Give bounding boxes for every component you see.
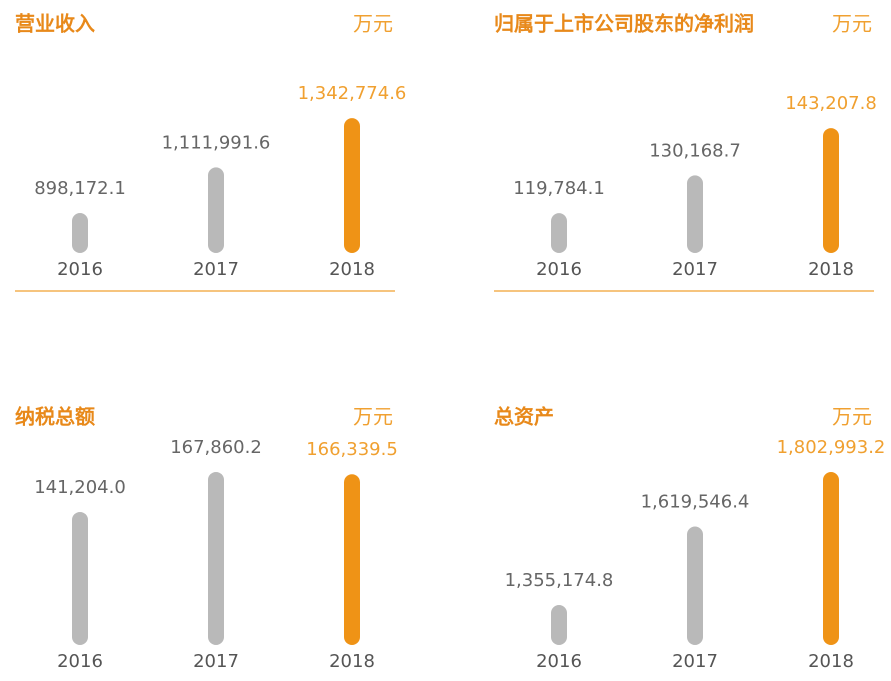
x-tick-label: 2017 <box>193 651 239 672</box>
bar <box>551 604 567 645</box>
chart-title: 归属于上市公司股东的净利润 <box>494 12 754 36</box>
bar <box>687 175 703 253</box>
x-tick-label: 2016 <box>536 259 582 280</box>
value-label: 167,860.2 <box>170 437 262 458</box>
value-label: 119,784.1 <box>513 178 605 199</box>
bar <box>208 471 224 645</box>
value-label: 1,802,993.2 <box>777 437 886 458</box>
x-tick-label: 2017 <box>193 259 239 280</box>
unit-label: 万元 <box>832 405 872 429</box>
x-tick-label: 2016 <box>57 259 103 280</box>
value-label: 1,619,546.4 <box>641 491 750 512</box>
x-tick-label: 2018 <box>808 651 854 672</box>
x-tick-label: 2017 <box>672 259 718 280</box>
x-tick-label: 2016 <box>57 651 103 672</box>
value-label: 166,339.5 <box>306 439 398 460</box>
bar <box>344 118 360 253</box>
bar <box>72 213 88 253</box>
value-label: 130,168.7 <box>649 140 741 161</box>
chart-title: 纳税总额 <box>15 405 95 429</box>
value-label: 898,172.1 <box>34 178 126 199</box>
bar <box>687 526 703 645</box>
unit-label: 万元 <box>832 12 872 36</box>
chart-title: 总资产 <box>494 405 554 429</box>
bar <box>551 213 567 253</box>
bar <box>344 474 360 645</box>
value-label: 1,111,991.6 <box>162 132 271 153</box>
x-tick-label: 2018 <box>329 651 375 672</box>
value-label: 1,342,774.6 <box>298 83 407 104</box>
unit-label: 万元 <box>353 12 393 36</box>
value-label: 141,204.0 <box>34 477 126 498</box>
unit-label: 万元 <box>353 405 393 429</box>
chart-title: 营业收入 <box>15 12 95 36</box>
x-tick-label: 2017 <box>672 651 718 672</box>
value-label: 143,207.8 <box>785 93 877 114</box>
bar <box>823 128 839 253</box>
x-tick-label: 2016 <box>536 651 582 672</box>
value-label: 1,355,174.8 <box>505 570 614 591</box>
bar <box>208 167 224 253</box>
x-tick-label: 2018 <box>808 259 854 280</box>
bar <box>72 511 88 645</box>
bar <box>823 471 839 645</box>
x-tick-label: 2018 <box>329 259 375 280</box>
